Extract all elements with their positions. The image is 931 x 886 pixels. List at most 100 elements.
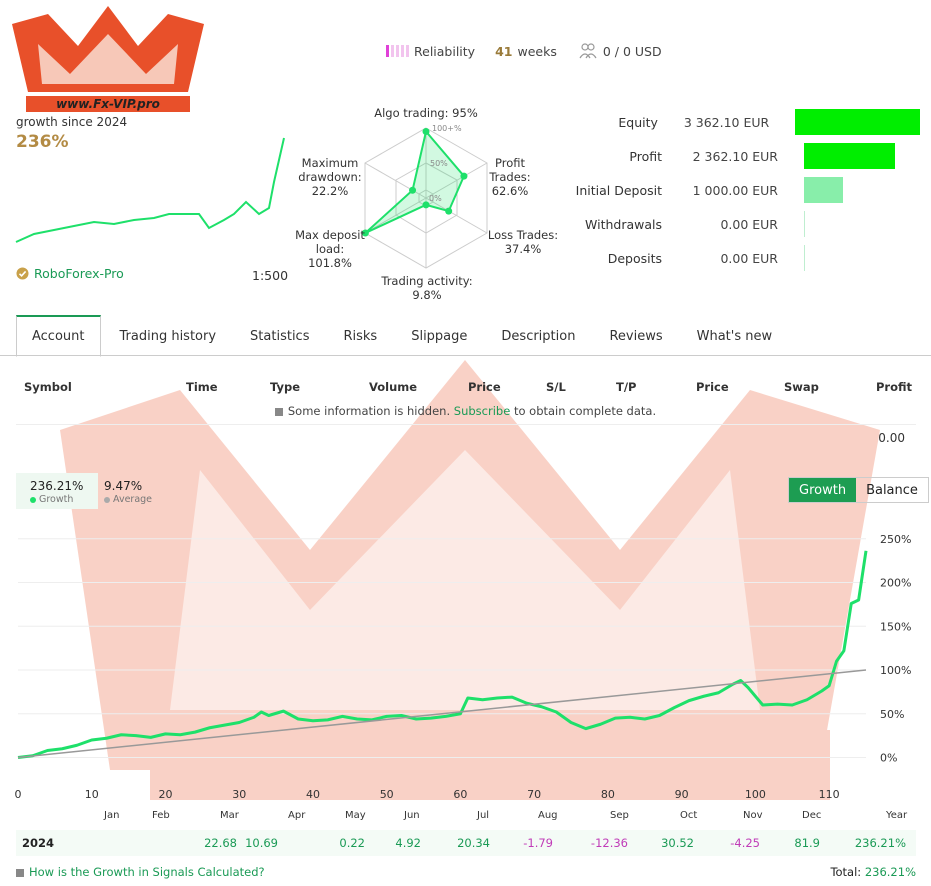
balance-toggle-button[interactable]: Balance [866,482,918,498]
growth-toggle-button[interactable]: Growth [789,478,857,502]
hidden-info-notice: Some information is hidden. Subscribe to… [0,404,931,418]
month-label: Feb [152,810,170,821]
column-header[interactable]: Symbol [24,380,72,394]
financial-bar [804,177,843,203]
tab-statistics[interactable]: Statistics [250,328,310,344]
column-header[interactable]: Swap [784,380,819,394]
y-tick-label: 250% [880,533,911,546]
tab-what-s-new[interactable]: What's new [696,328,773,344]
column-header[interactable]: Price [696,380,729,394]
growth-chart: 250% 200% 150% 100% 50% 0% 0 10 20 30 40 50 60 70 80 90… [15,533,912,801]
total-label: Total: [830,865,862,879]
fx-vip-logo: www.Fx-VIP.pro [12,6,204,112]
legend-average-label: Average [113,494,153,505]
month-growth-value: 20.34 [457,836,490,850]
tab-description[interactable]: Description [501,328,576,344]
y-tick-label: 0% [880,752,897,765]
month-growth-value: 22.68 [204,836,237,850]
x-tick-label: 40 [306,788,320,801]
x-tick-label: 80 [601,788,615,801]
footer: How is the Growth in Signals Calculated?… [16,865,916,879]
month-label: Jul [477,810,490,821]
financial-value: 3 362.10 EUR [683,114,770,130]
financial-row: Equity 3 362.10 EUR [560,108,920,136]
column-header[interactable]: Price [468,380,501,394]
broker-link[interactable]: RoboForex-Pro [34,266,124,281]
radar-scale-0: 0% [429,194,442,203]
legend-average-value: 9.47% [104,479,143,493]
radar-point-profit_trades [460,172,468,180]
legend-growth[interactable]: 236.21% Growth [30,479,83,505]
month-growth-value: -12.36 [590,836,628,850]
financial-label: Initial Deposit [575,182,662,198]
hidden-text-after: to obtain complete data. [513,404,657,418]
financial-row: Withdrawals 0.00 EUR [560,210,920,238]
x-tick-label: 30 [232,788,246,801]
column-header[interactable]: S/L [546,380,566,394]
month-growth-value: -4.25 [730,836,760,850]
x-tick-label: 70 [527,788,541,801]
month-label: Apr [288,810,306,821]
column-header[interactable]: Type [270,380,301,394]
month-label: May [345,810,366,821]
tab-reviews[interactable]: Reviews [609,328,663,344]
radar-scale-50: 50% [430,159,448,168]
radar-polygon [364,129,466,234]
financial-bar [795,109,920,135]
mini-growth-chart [15,137,285,243]
y-tick-label: 150% [880,620,911,633]
growth-value: 236% [16,132,69,152]
year-total-value: 236.21% [854,836,906,850]
financial-value: 0.00 EUR [720,216,778,232]
tab-trading-history[interactable]: Trading history [119,328,217,344]
weeks-label: weeks [517,43,557,59]
series-average-line [17,669,867,759]
growth-dot-icon [30,496,36,503]
financial-label: Profit [629,148,662,164]
info-square-icon [16,868,24,877]
profit-total: 0.00 [878,431,905,445]
financial-value: 0.00 EUR [720,250,778,266]
x-tick-label: 50 [380,788,394,801]
x-tick-label: 100 [745,788,766,801]
radar-label-profit-trades: Profit Trades: 62.6% [489,156,531,198]
month-label: Dec [802,810,822,821]
y-tick-label: 50% [880,708,904,721]
tab-risks[interactable]: Risks [343,328,378,344]
radar-chart: 100+% 50% 0% Algo trading: 95% Profit Tr… [290,100,570,302]
column-header[interactable]: Profit [876,380,913,394]
x-tick-label: 60 [453,788,467,801]
financial-label: Withdrawals [585,216,662,232]
radar-point-max_drawdown [409,186,417,194]
financial-row: Initial Deposit 1 000.00 EUR [560,176,920,204]
radar-label-max-deposit-load: Max deposit load: 101.8% [295,228,365,270]
x-tick-label: 90 [675,788,689,801]
month-growth-value: 30.52 [661,836,694,850]
financial-value: 1 000.00 EUR [692,182,778,198]
column-header[interactable]: Time [186,380,218,394]
subscribers-value: 0 / 0 USD [602,43,662,59]
radar-point-algo [422,128,430,135]
legend-growth-value: 236.21% [30,479,84,493]
month-label: Mar [220,810,239,821]
financial-bar [804,245,805,271]
radar-label-max-drawdown: Maximum drawdown: 22.2% [298,156,362,198]
radar-label-algo: Algo trading: 95% [374,106,478,120]
radar-scale-100: 100+% [432,124,462,133]
subscribe-link[interactable]: Subscribe [453,404,511,418]
verified-shield-icon [16,267,29,280]
radar-label-loss-trades: Loss Trades: 37.4% [487,228,559,256]
radar-point-loss_trades [445,207,453,215]
legend-average[interactable]: 9.47% Average [104,479,152,505]
growth-calc-link[interactable]: How is the Growth in Signals Calculated? [29,865,265,879]
tabs-divider [0,355,931,356]
column-header[interactable]: Volume [369,380,418,394]
info-square-icon [274,407,283,416]
column-header[interactable]: T/P [616,380,637,394]
month-label: Aug [538,810,558,821]
tab-account[interactable]: Account [16,315,101,357]
legend-growth-label: Growth [39,494,74,505]
tab-slippage[interactable]: Slippage [411,328,468,344]
leverage-value: 1:500 [252,268,289,283]
radar-svg: 100+% 50% 0% [361,124,488,269]
